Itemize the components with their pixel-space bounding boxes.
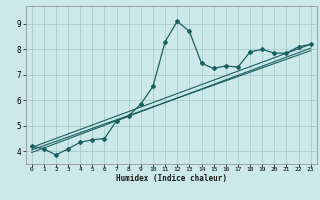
X-axis label: Humidex (Indice chaleur): Humidex (Indice chaleur) (116, 174, 227, 183)
